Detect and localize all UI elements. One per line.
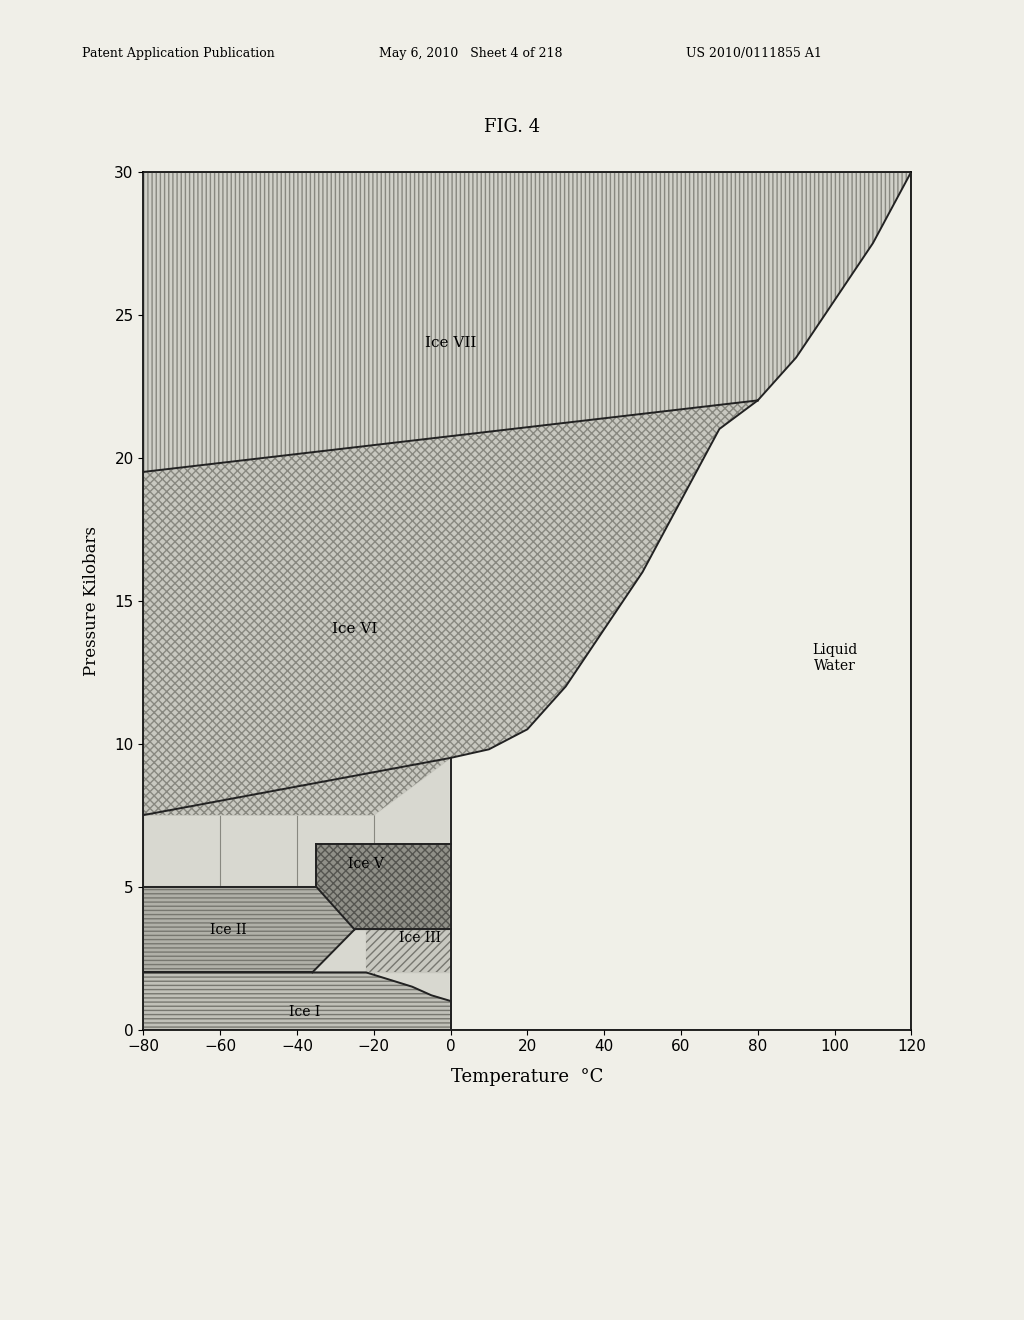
Text: Patent Application Publication: Patent Application Publication xyxy=(82,46,274,59)
Polygon shape xyxy=(143,887,354,973)
Text: Ice VII: Ice VII xyxy=(425,337,476,350)
Polygon shape xyxy=(143,172,911,471)
Polygon shape xyxy=(316,843,451,929)
Text: US 2010/0111855 A1: US 2010/0111855 A1 xyxy=(686,46,822,59)
Polygon shape xyxy=(451,172,911,1030)
Polygon shape xyxy=(143,400,758,814)
Text: Ice VI: Ice VI xyxy=(332,622,377,636)
Text: Ice I: Ice I xyxy=(289,1006,321,1019)
Y-axis label: Pressure Kilobars: Pressure Kilobars xyxy=(83,525,100,676)
Text: Ice V: Ice V xyxy=(348,857,384,871)
Polygon shape xyxy=(143,973,451,1030)
X-axis label: Temperature  °C: Temperature °C xyxy=(452,1068,603,1086)
Polygon shape xyxy=(367,929,451,973)
Text: Ice II: Ice II xyxy=(210,923,246,936)
Text: Liquid
Water: Liquid Water xyxy=(812,643,857,673)
Text: May 6, 2010   Sheet 4 of 218: May 6, 2010 Sheet 4 of 218 xyxy=(379,46,562,59)
Text: Ice III: Ice III xyxy=(398,931,441,945)
Text: FIG. 4: FIG. 4 xyxy=(484,117,540,136)
